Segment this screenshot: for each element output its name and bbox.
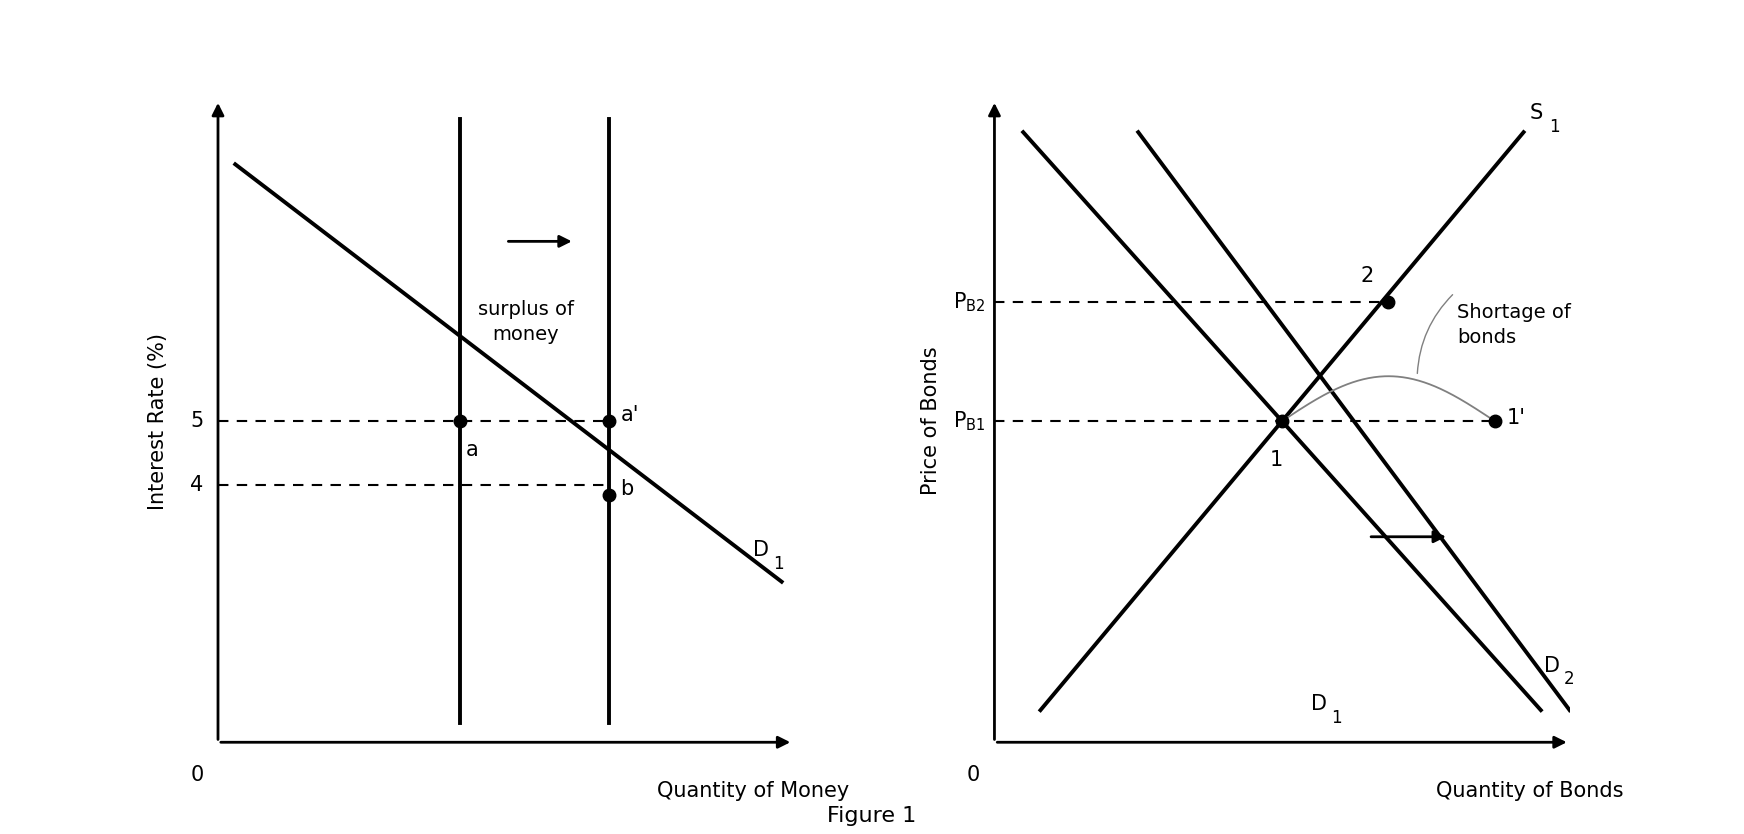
Text: D: D	[1311, 694, 1327, 714]
Text: 4: 4	[190, 475, 204, 495]
Text: D: D	[1543, 656, 1559, 676]
Text: 2: 2	[1564, 671, 1575, 688]
Text: surplus of
money: surplus of money	[478, 300, 574, 344]
Text: 1: 1	[1549, 118, 1561, 136]
Text: 5: 5	[190, 411, 204, 431]
Text: Figure 1: Figure 1	[827, 806, 917, 826]
Text: 1: 1	[1270, 450, 1284, 470]
Text: Interest Rate (%): Interest Rate (%)	[148, 333, 167, 510]
Text: a: a	[466, 440, 478, 460]
Text: Price of Bonds: Price of Bonds	[921, 347, 942, 495]
Text: D: D	[753, 540, 769, 560]
Text: $\mathregular{P_{B1}}$: $\mathregular{P_{B1}}$	[954, 409, 985, 433]
Text: 0: 0	[190, 765, 204, 785]
Text: 2: 2	[1360, 266, 1374, 286]
Text: Quantity of Money: Quantity of Money	[657, 781, 849, 801]
Text: 1: 1	[773, 555, 783, 573]
Text: b: b	[621, 479, 633, 499]
Text: S: S	[1529, 103, 1543, 123]
Text: 1': 1'	[1507, 408, 1526, 428]
Text: Shortage of
bonds: Shortage of bonds	[1458, 303, 1571, 347]
Text: a': a'	[621, 404, 638, 425]
Text: Quantity of Bonds: Quantity of Bonds	[1435, 781, 1624, 801]
Text: 1: 1	[1331, 709, 1341, 727]
Text: $\mathregular{P_{B2}}$: $\mathregular{P_{B2}}$	[954, 290, 985, 314]
Text: 0: 0	[966, 765, 980, 785]
